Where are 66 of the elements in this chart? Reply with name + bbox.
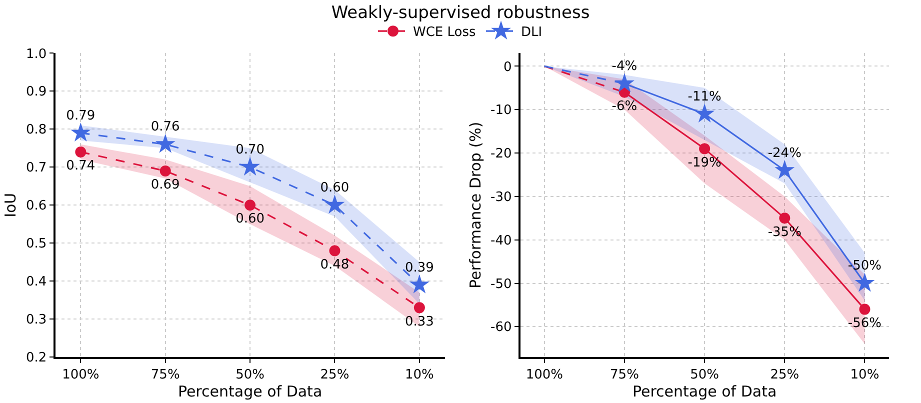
data-label: -56% [848,316,882,331]
x-tick-label: 10% [404,368,434,383]
data-label: -19% [688,155,722,170]
data-label: 0.33 [404,314,434,330]
point [240,156,260,176]
point [774,160,795,179]
y-tick-label: -40 [490,233,512,248]
data-label: -24% [768,146,802,161]
y-tick-label: 0.8 [26,122,47,138]
y-tick-label: -10 [490,103,512,118]
data-label: 0.79 [66,108,96,124]
data-label: 0.48 [320,257,350,272]
y-axis-title: Performance Drop (%) [466,122,484,288]
point [699,143,710,154]
y-tick-label: 0.9 [26,84,47,100]
legend-label: DLI [521,25,542,40]
x-tick-label: 25% [320,368,350,383]
y-tick-label: -50 [490,276,512,292]
data-label: 0.76 [150,120,180,135]
point [75,146,86,158]
data-label: 0.60 [236,212,265,227]
point [329,245,340,256]
data-label: -6% [612,98,638,114]
y-tick-label: 0 [503,60,512,75]
data-label: -4% [612,58,638,74]
chart-title: Weakly-supervised robustness [331,2,590,23]
x-axis-title: Percentage of Data [632,382,777,401]
y-tick-label: 0.2 [26,350,47,366]
y-tick-label: 0.4 [26,274,47,290]
point [414,302,425,314]
point [324,194,345,214]
data-label: 0.74 [66,158,96,174]
y-tick-label: 0.6 [26,198,47,214]
y-tick-label: -30 [490,190,512,205]
y-tick-label: 0.7 [26,160,47,176]
y-axis-title: IoU [2,192,20,218]
point [244,200,256,211]
point [70,122,91,142]
point [614,73,634,92]
y-tick-label: -20 [490,146,512,162]
point [854,272,875,292]
point [859,304,870,315]
x-tick-label: 75% [150,368,180,383]
x-tick-label: 10% [850,368,880,383]
y-tick-label: 0.3 [26,312,47,328]
y-tick-label: 1.0 [26,46,47,62]
x-tick-label: 75% [610,368,639,383]
x-tick-label: 25% [770,368,800,383]
point [160,165,171,176]
x-tick-label: 100% [62,368,100,383]
point [409,274,430,294]
data-label: -11% [688,89,722,104]
x-tick-label: 50% [236,368,265,383]
point [155,134,176,153]
data-label: 0.70 [236,142,265,158]
legend-label: WCE Loss [413,25,476,40]
y-tick-label: 0.5 [26,236,47,252]
point [779,212,790,224]
data-label: 0.39 [404,260,434,276]
point [694,103,715,122]
data-label: 0.69 [150,178,180,193]
y-tick-label: -60 [490,320,512,336]
data-label: 0.60 [320,180,350,196]
x-axis-title: Percentage of Data [178,382,322,401]
x-tick-label: 100% [526,368,563,383]
x-tick-label: 50% [690,368,720,383]
